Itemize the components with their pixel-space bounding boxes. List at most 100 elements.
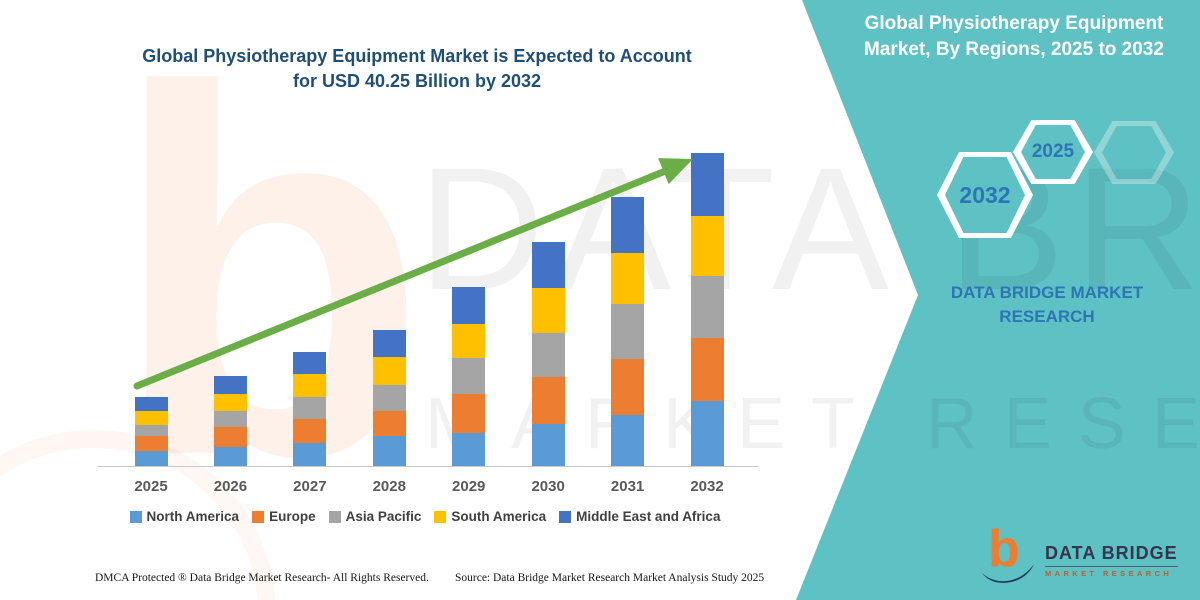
- hexagon-fill: [1102, 126, 1166, 179]
- bar-segment: [452, 323, 486, 358]
- x-axis-label: 2028: [372, 478, 406, 495]
- bar-segment: [213, 410, 247, 428]
- x-axis-label: 2031: [610, 478, 645, 495]
- bar-segment: [531, 332, 565, 377]
- bar-segment: [134, 424, 168, 437]
- bar-segment: [611, 196, 645, 253]
- x-axis-label: 2026: [213, 478, 248, 495]
- legend-item: North America: [129, 509, 240, 524]
- legend-swatch: [559, 510, 572, 523]
- x-axis-label: 2030: [531, 478, 565, 495]
- legend-label: Europe: [269, 509, 316, 524]
- bar-2027: [293, 351, 327, 466]
- legend-swatch: [129, 510, 142, 523]
- bar-2025: [134, 396, 168, 466]
- bar-segment: [611, 358, 645, 416]
- bar-segment: [611, 415, 645, 466]
- logo-name: DATA BRIDGE: [1045, 542, 1178, 563]
- legend-item: Middle East and Africa: [559, 509, 720, 524]
- bar-segment: [611, 252, 645, 305]
- data-bridge-logo: b DATA BRIDGE MARKET RESEARCH: [980, 523, 1178, 589]
- legend-swatch: [252, 510, 265, 523]
- x-axis-label: 2025: [134, 478, 168, 495]
- chart-title-line2: for USD 40.25 Billion by 2032: [292, 71, 542, 91]
- chart-title-line1: Global Physiotherapy Equipment Market is…: [142, 46, 692, 66]
- logo-swoosh-icon: [982, 564, 1034, 583]
- hexagon-2032: 2032: [937, 152, 1033, 238]
- bar-segment: [213, 427, 247, 447]
- bar-segment: [611, 304, 645, 359]
- bar-segment: [372, 435, 406, 466]
- hexagon-fill: [1021, 125, 1085, 179]
- bar-2028: [372, 329, 406, 466]
- bar-segment: [452, 287, 486, 324]
- bar-segment: [293, 374, 327, 397]
- panel-brand-text: DATA BRIDGE MARKET RESEARCH: [897, 281, 1197, 329]
- logo-divider: [1045, 565, 1178, 567]
- legend-label: Middle East and Africa: [576, 509, 721, 524]
- bar-segment: [293, 442, 327, 466]
- bar-segment: [690, 276, 724, 339]
- panel-heading: Global Physiotherapy Equipment Market, B…: [844, 11, 1184, 63]
- x-axis-label: 2032: [690, 478, 724, 495]
- bar-segment: [293, 351, 327, 375]
- panel-brand-line2: RESEARCH: [999, 307, 1095, 326]
- hexagon-outline: [1094, 121, 1174, 184]
- legend-item: South America: [434, 509, 546, 524]
- bar-segment: [213, 393, 247, 411]
- legend-swatch: [328, 510, 341, 523]
- bar-segment: [531, 241, 565, 288]
- logo-mark: b: [980, 523, 1036, 589]
- panel-heading-line1: Global Physiotherapy Equipment: [864, 13, 1164, 34]
- bar-2031: [611, 196, 645, 466]
- bar-2030: [531, 241, 565, 466]
- bar-segment: [452, 432, 486, 466]
- hexagon-2025: 2025: [1013, 120, 1093, 184]
- footer-source-text: Source: Data Bridge Market Research Mark…: [455, 572, 765, 584]
- bar-2032: [690, 152, 724, 466]
- bar-segment: [293, 418, 327, 443]
- hexagon-2032-label: 2032: [959, 181, 1011, 208]
- bar-segment: [372, 357, 406, 386]
- footer-dmca-text: DMCA Protected ® Data Bridge Market Rese…: [95, 572, 429, 584]
- panel-brand-line1: DATA BRIDGE MARKET: [950, 283, 1144, 302]
- chart-legend: North America Europe Asia Pacific South Ame…: [90, 509, 760, 524]
- bar-segment: [452, 357, 486, 395]
- x-axis-label: 2029: [452, 478, 486, 495]
- legend-label: Asia Pacific: [345, 509, 422, 524]
- bar-segment: [690, 152, 724, 216]
- bar-segment: [690, 401, 724, 466]
- bar-segment: [372, 385, 406, 411]
- legend-item: Europe: [252, 509, 316, 524]
- x-axis-label: 2027: [293, 478, 327, 495]
- bar-2026: [213, 375, 247, 466]
- bar-segment: [690, 215, 724, 277]
- logo-subtitle: MARKET RESEARCH: [1045, 568, 1173, 578]
- bar-segment: [134, 410, 168, 425]
- logo-b-icon: b: [988, 520, 1020, 578]
- panel-heading-line2: Market, By Regions, 2025 to 2032: [864, 39, 1164, 60]
- bar-2029: [452, 287, 486, 466]
- bar-segment: [531, 424, 565, 466]
- legend-label: North America: [146, 509, 240, 524]
- legend-swatch: [434, 510, 447, 523]
- legend-item: Asia Pacific: [328, 509, 422, 524]
- bar-segment: [213, 375, 247, 394]
- bar-segment: [134, 436, 168, 452]
- bar-segment: [134, 396, 168, 411]
- bar-segment: [372, 329, 406, 358]
- hexagon-2025-label: 2025: [1031, 141, 1075, 162]
- bar-segment: [531, 376, 565, 424]
- bar-segment: [452, 394, 486, 433]
- bar-segment: [690, 338, 724, 402]
- bar-segment: [134, 451, 168, 466]
- hexagon-fill: [945, 157, 1025, 233]
- bar-segment: [372, 410, 406, 436]
- x-axis-line: [97, 466, 759, 467]
- chart-title: Global Physiotherapy Equipment Market is…: [67, 44, 767, 94]
- hexagon-decorative: [1094, 121, 1174, 184]
- legend-label: South America: [451, 509, 547, 524]
- bar-segment: [531, 287, 565, 333]
- logo-text: DATA BRIDGE MARKET RESEARCH: [1045, 543, 1178, 578]
